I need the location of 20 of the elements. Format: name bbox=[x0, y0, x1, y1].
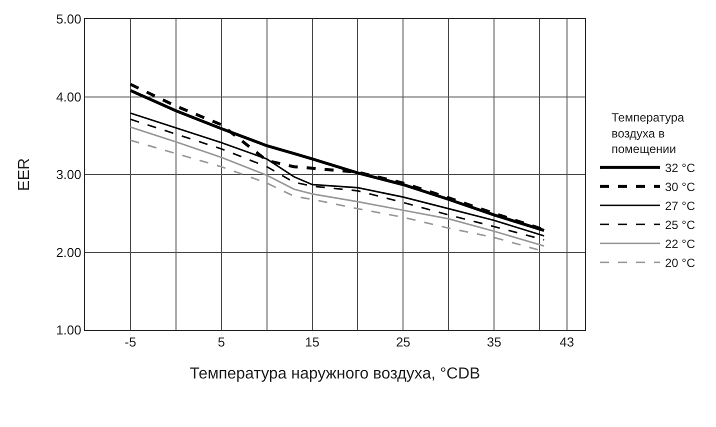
y-tick-label: 2.00 bbox=[56, 244, 82, 260]
x-tick-label: -5 bbox=[124, 334, 136, 350]
legend-label: 30 °C bbox=[665, 180, 696, 194]
x-tick-label: 35 bbox=[486, 334, 502, 350]
legend-label: 27 °C bbox=[665, 199, 696, 214]
y-axis-title: EER bbox=[16, 158, 33, 191]
x-axis-title: Температура наружного воздуха, °CDB bbox=[190, 365, 480, 382]
x-tick-label: 15 bbox=[305, 334, 320, 350]
legend-label: 25 °C bbox=[665, 218, 696, 232]
x-tick-label: 43 bbox=[560, 334, 574, 350]
legend-label: 20 °C bbox=[665, 256, 696, 270]
y-tick-label: 3.00 bbox=[56, 167, 82, 182]
y-tick-label: 5.00 bbox=[56, 12, 82, 27]
y-tick-label: 4.00 bbox=[56, 89, 82, 104]
x-tick-label: 25 bbox=[396, 334, 410, 350]
y-tick-label: 1.00 bbox=[56, 322, 82, 338]
x-tick-label: 5 bbox=[218, 334, 225, 350]
legend-title: Температура воздуха в помещении bbox=[611, 110, 685, 156]
legend-label: 32 °C bbox=[665, 161, 696, 176]
legend-label: 22 °C bbox=[665, 237, 696, 252]
